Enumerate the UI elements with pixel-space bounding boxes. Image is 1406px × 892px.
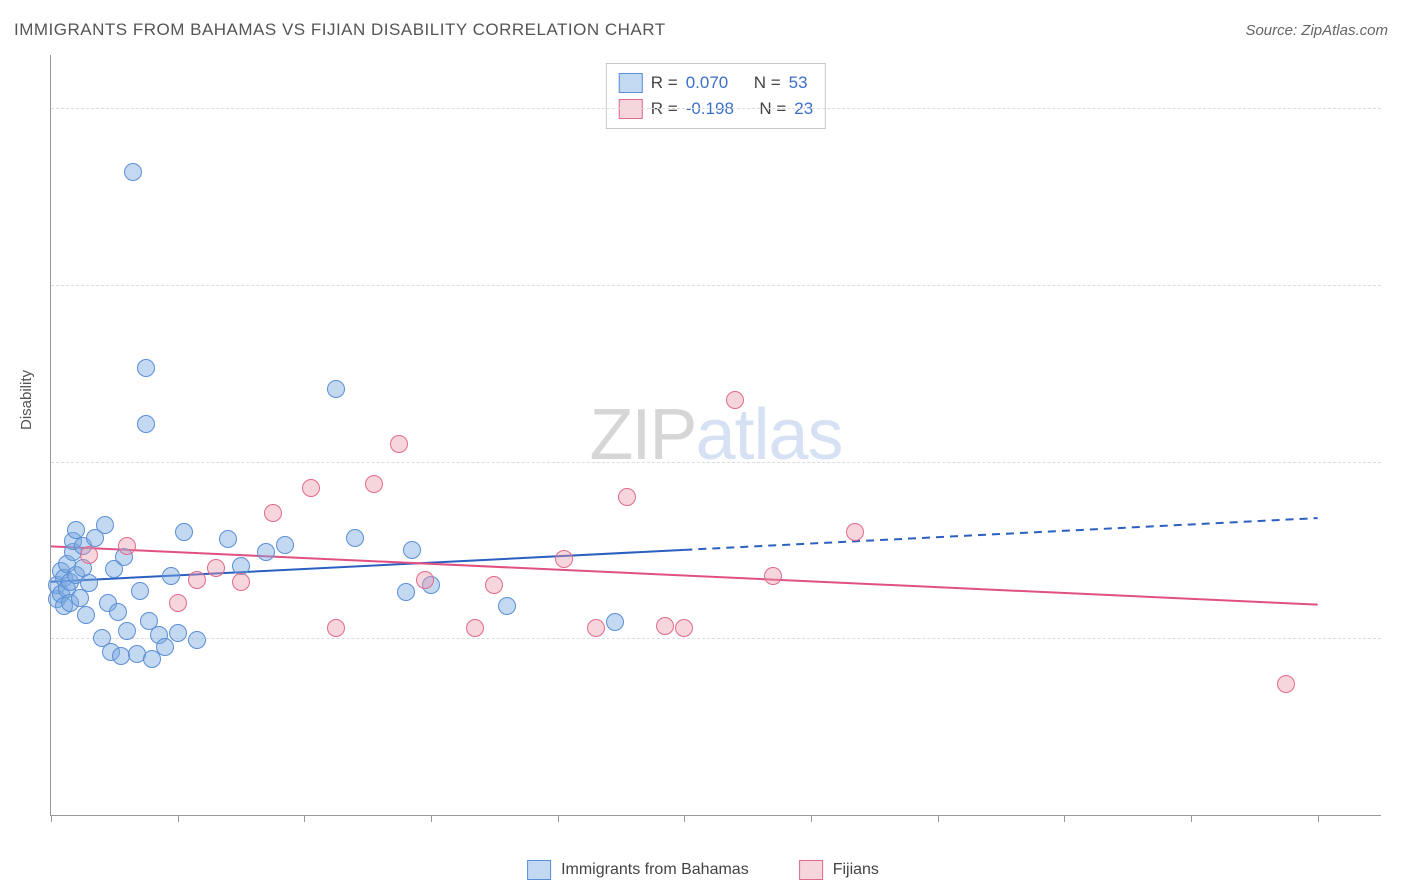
x-tick: [558, 815, 559, 822]
scatter-point-fijians: [232, 573, 250, 591]
scatter-point-bahamas: [276, 536, 294, 554]
scatter-point-fijians: [118, 537, 136, 555]
stats-n-label: N =: [754, 70, 781, 96]
scatter-point-fijians: [466, 619, 484, 637]
scatter-point-bahamas: [346, 529, 364, 547]
x-tick: [938, 815, 939, 822]
x-tick: [178, 815, 179, 822]
scatter-point-fijians: [618, 488, 636, 506]
scatter-point-fijians: [587, 619, 605, 637]
scatter-point-bahamas: [80, 574, 98, 592]
trend-line-dashed-bahamas: [684, 518, 1317, 550]
trend-lines-svg: [51, 55, 1381, 815]
x-tick: [1318, 815, 1319, 822]
legend-item-bahamas: Immigrants from Bahamas: [527, 860, 749, 880]
scatter-point-bahamas: [606, 613, 624, 631]
source-label: Source: ZipAtlas.com: [1245, 22, 1388, 39]
scatter-point-fijians: [264, 504, 282, 522]
gridline-h: [51, 462, 1381, 463]
bottom-legend: Immigrants from Bahamas Fijians: [527, 860, 879, 880]
legend-label-bahamas: Immigrants from Bahamas: [561, 861, 749, 879]
scatter-point-bahamas: [131, 582, 149, 600]
stats-r-bahamas: 0.070: [686, 70, 729, 96]
x-tick: [1064, 815, 1065, 822]
x-tick: [431, 815, 432, 822]
x-tick: [304, 815, 305, 822]
watermark: ZIPatlas: [589, 394, 842, 476]
scatter-point-fijians: [327, 619, 345, 637]
scatter-point-bahamas: [124, 163, 142, 181]
scatter-point-fijians: [188, 571, 206, 589]
scatter-point-fijians: [656, 617, 674, 635]
scatter-point-fijians: [555, 550, 573, 568]
legend-item-fijians: Fijians: [799, 860, 879, 880]
gridline-h: [51, 108, 1381, 109]
scatter-point-bahamas: [96, 516, 114, 534]
scatter-point-bahamas: [77, 606, 95, 624]
scatter-point-fijians: [764, 567, 782, 585]
chart-title: IMMIGRANTS FROM BAHAMAS VS FIJIAN DISABI…: [14, 20, 666, 40]
scatter-point-bahamas: [156, 638, 174, 656]
scatter-point-fijians: [302, 479, 320, 497]
scatter-point-fijians: [390, 435, 408, 453]
x-tick: [684, 815, 685, 822]
stats-legend-box: R = 0.070 N = 53 R = -0.198 N = 23: [606, 63, 826, 129]
scatter-point-fijians: [1277, 675, 1295, 693]
scatter-point-bahamas: [498, 597, 516, 615]
gridline-h: [51, 638, 1381, 639]
legend-label-fijians: Fijians: [833, 861, 879, 879]
scatter-point-bahamas: [327, 380, 345, 398]
scatter-point-bahamas: [137, 359, 155, 377]
swatch-fijians: [799, 860, 823, 880]
scatter-point-bahamas: [188, 631, 206, 649]
scatter-point-fijians: [846, 523, 864, 541]
scatter-point-bahamas: [219, 530, 237, 548]
trend-line-bahamas: [51, 550, 684, 582]
watermark-atlas: atlas: [695, 395, 842, 475]
scatter-plot-area: ZIPatlas R = 0.070 N = 53 R = -0.198 N =…: [50, 55, 1381, 816]
swatch-bahamas: [527, 860, 551, 880]
stats-row-bahamas: R = 0.070 N = 53: [619, 70, 813, 96]
stats-r-label: R =: [651, 70, 678, 96]
stats-n-bahamas: 53: [789, 70, 808, 96]
scatter-point-fijians: [726, 391, 744, 409]
scatter-point-fijians: [675, 619, 693, 637]
scatter-point-bahamas: [137, 415, 155, 433]
scatter-point-bahamas: [118, 622, 136, 640]
scatter-point-bahamas: [257, 543, 275, 561]
scatter-point-bahamas: [403, 541, 421, 559]
y-axis-title: Disability: [18, 370, 35, 430]
swatch-bahamas: [619, 73, 643, 93]
scatter-point-fijians: [169, 594, 187, 612]
scatter-point-bahamas: [175, 523, 193, 541]
scatter-point-fijians: [485, 576, 503, 594]
scatter-point-bahamas: [109, 603, 127, 621]
x-tick: [51, 815, 52, 822]
gridline-h: [51, 285, 1381, 286]
scatter-point-fijians: [80, 546, 98, 564]
scatter-point-fijians: [416, 571, 434, 589]
scatter-point-bahamas: [397, 583, 415, 601]
scatter-point-fijians: [365, 475, 383, 493]
x-tick: [1191, 815, 1192, 822]
x-tick: [811, 815, 812, 822]
watermark-zip: ZIP: [589, 395, 695, 475]
scatter-point-bahamas: [162, 567, 180, 585]
scatter-point-bahamas: [169, 624, 187, 642]
scatter-point-fijians: [207, 559, 225, 577]
